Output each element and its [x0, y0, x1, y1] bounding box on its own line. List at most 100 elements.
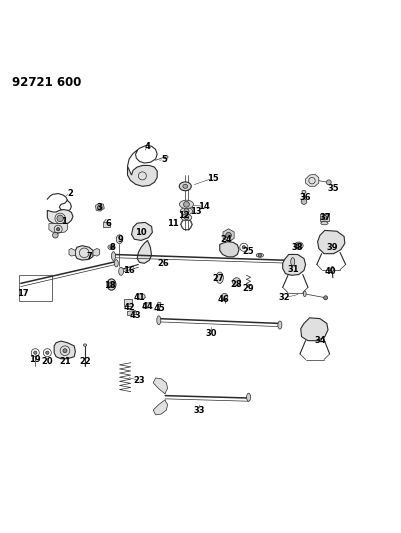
Ellipse shape: [216, 272, 223, 284]
Circle shape: [34, 351, 37, 354]
Text: 31: 31: [288, 265, 299, 274]
Text: 22: 22: [79, 358, 91, 367]
Circle shape: [326, 180, 331, 185]
Ellipse shape: [83, 344, 87, 346]
Text: 43: 43: [130, 311, 141, 320]
Polygon shape: [153, 378, 168, 394]
Circle shape: [221, 293, 228, 300]
Ellipse shape: [181, 214, 192, 221]
Circle shape: [324, 296, 328, 300]
Circle shape: [233, 278, 241, 286]
Polygon shape: [93, 248, 99, 256]
Circle shape: [301, 199, 307, 204]
Circle shape: [242, 246, 245, 249]
Ellipse shape: [291, 257, 295, 265]
Text: 39: 39: [326, 243, 338, 252]
Text: 34: 34: [314, 336, 326, 345]
Text: 14: 14: [198, 202, 210, 211]
Text: 2: 2: [67, 189, 73, 198]
Text: 40: 40: [325, 267, 336, 276]
Text: 6: 6: [105, 219, 111, 228]
Text: 41: 41: [134, 293, 146, 302]
Circle shape: [57, 215, 63, 222]
Ellipse shape: [331, 266, 334, 271]
Text: 33: 33: [194, 406, 205, 415]
Circle shape: [322, 215, 327, 220]
Circle shape: [296, 243, 301, 248]
Text: 42: 42: [123, 303, 135, 312]
Text: 37: 37: [320, 213, 331, 222]
Text: 10: 10: [136, 228, 147, 237]
Polygon shape: [47, 209, 73, 224]
Polygon shape: [318, 230, 345, 254]
Circle shape: [109, 282, 114, 287]
Bar: [103, 222, 110, 227]
Text: 26: 26: [158, 259, 170, 268]
Text: 20: 20: [42, 358, 53, 367]
Polygon shape: [95, 203, 104, 211]
Polygon shape: [49, 223, 67, 233]
Text: 46: 46: [218, 295, 230, 304]
Circle shape: [184, 201, 189, 207]
Text: 45: 45: [154, 304, 166, 313]
Text: 13: 13: [190, 207, 201, 216]
Text: 30: 30: [206, 329, 217, 338]
Text: 35: 35: [328, 184, 339, 193]
Text: 1: 1: [61, 217, 67, 226]
Text: 23: 23: [134, 376, 145, 385]
Ellipse shape: [158, 302, 161, 304]
Text: 92721 600: 92721 600: [12, 76, 81, 89]
Ellipse shape: [110, 246, 113, 248]
Bar: [320, 214, 329, 221]
Ellipse shape: [137, 294, 145, 300]
Text: 16: 16: [123, 266, 135, 275]
Text: 27: 27: [213, 274, 224, 283]
Bar: [124, 298, 132, 306]
Circle shape: [258, 254, 261, 257]
Circle shape: [53, 232, 58, 238]
Ellipse shape: [256, 253, 263, 257]
Text: 24: 24: [221, 235, 233, 244]
Polygon shape: [306, 174, 319, 187]
Ellipse shape: [119, 268, 124, 276]
Text: 4: 4: [145, 142, 150, 151]
Ellipse shape: [116, 235, 123, 244]
Ellipse shape: [294, 242, 303, 249]
Ellipse shape: [108, 245, 115, 249]
Ellipse shape: [180, 207, 192, 215]
Circle shape: [57, 228, 60, 231]
Ellipse shape: [111, 252, 115, 261]
Circle shape: [97, 205, 102, 210]
Text: 9: 9: [117, 235, 123, 244]
Ellipse shape: [247, 393, 251, 401]
Circle shape: [184, 208, 189, 214]
Text: 25: 25: [243, 247, 255, 256]
Polygon shape: [137, 240, 152, 263]
Text: 5: 5: [162, 155, 167, 164]
Text: 11: 11: [167, 219, 179, 228]
Text: 8: 8: [109, 243, 115, 252]
Text: 38: 38: [292, 243, 303, 252]
Ellipse shape: [321, 222, 328, 225]
Text: 29: 29: [242, 284, 253, 293]
Text: 28: 28: [230, 280, 241, 289]
Ellipse shape: [163, 156, 168, 159]
Ellipse shape: [278, 321, 282, 329]
Polygon shape: [153, 400, 168, 415]
Polygon shape: [144, 303, 151, 308]
Text: 19: 19: [30, 355, 41, 364]
Ellipse shape: [302, 190, 306, 193]
Polygon shape: [132, 222, 152, 240]
Text: 21: 21: [59, 358, 71, 367]
Polygon shape: [223, 229, 234, 241]
Text: 7: 7: [86, 252, 92, 261]
Ellipse shape: [114, 260, 118, 267]
Polygon shape: [69, 248, 75, 256]
Circle shape: [63, 349, 67, 353]
Polygon shape: [301, 318, 328, 341]
Ellipse shape: [157, 316, 161, 325]
Ellipse shape: [107, 279, 116, 290]
Text: 44: 44: [142, 302, 154, 311]
Text: 12: 12: [178, 211, 190, 220]
Ellipse shape: [303, 291, 306, 296]
